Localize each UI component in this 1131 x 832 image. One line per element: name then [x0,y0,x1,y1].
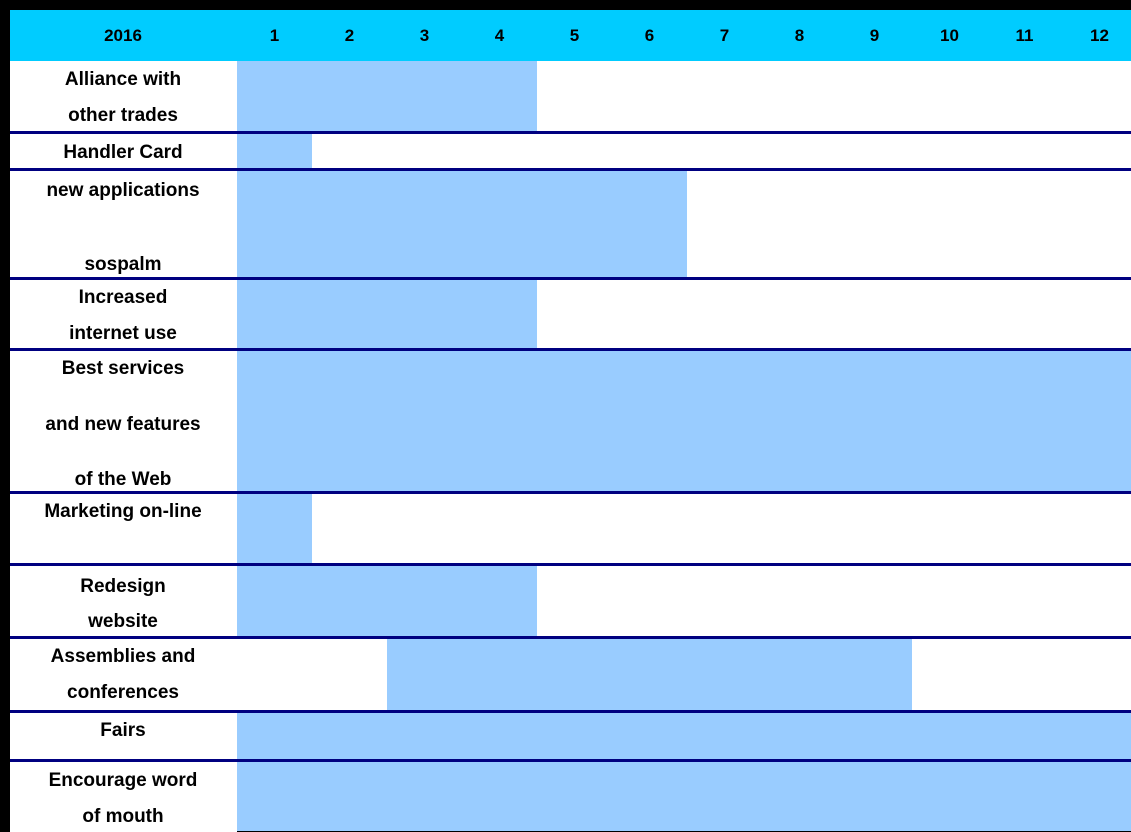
task-label: Redesign [80,576,166,597]
task-bar [237,713,1131,759]
row-separator [10,710,1131,713]
month-header-12: 12 [1090,26,1109,45]
row-separator [10,759,1131,762]
month-header-4: 4 [494,26,505,45]
task-label: and new features [45,414,201,435]
row-separator [10,277,1131,280]
month-header-11: 11 [1015,26,1034,45]
task-label: Increased [78,287,168,308]
task-label: Handler Card [63,142,183,163]
task-bar [237,566,537,636]
task-bar [237,134,312,168]
row-separator [10,168,1131,171]
task-bar [237,61,537,131]
header-row [10,10,1131,61]
task-bar [237,762,1131,832]
task-label: Encourage word [48,770,198,791]
task-label: Alliance with [64,69,182,90]
month-header-5: 5 [569,26,580,45]
task-label: Fairs [100,720,146,741]
task-bar [237,171,687,277]
task-label: Marketing on-line [44,501,202,522]
task-label: Best services [61,358,185,379]
task-label: other trades [68,105,178,126]
top-border [0,0,1131,10]
task-label: website [88,611,158,632]
row-separator [10,636,1131,639]
task-label: internet use [69,323,177,344]
month-header-10: 10 [940,26,959,45]
year-label: 2016 [104,26,142,45]
month-header-2: 2 [344,26,355,45]
task-label: of the Web [74,469,172,490]
task-label: of mouth [82,806,164,827]
row-separator [10,131,1131,134]
month-header-8: 8 [794,26,805,45]
task-label: Assemblies and [50,646,196,667]
task-label: new applications [46,180,200,201]
task-bar [237,494,312,563]
task-label: sospalm [84,254,162,275]
left-border [0,0,10,832]
row-separator [10,491,1131,494]
month-header-1: 1 [269,26,280,45]
task-bar [237,351,1131,491]
row-separator [10,348,1131,351]
month-header-3: 3 [419,26,430,45]
task-bar [237,280,537,348]
month-header-9: 9 [869,26,880,45]
task-label: conferences [67,682,179,703]
month-header-7: 7 [719,26,730,45]
task-bar [387,639,912,710]
month-header-6: 6 [644,26,655,45]
row-separator [10,563,1131,566]
